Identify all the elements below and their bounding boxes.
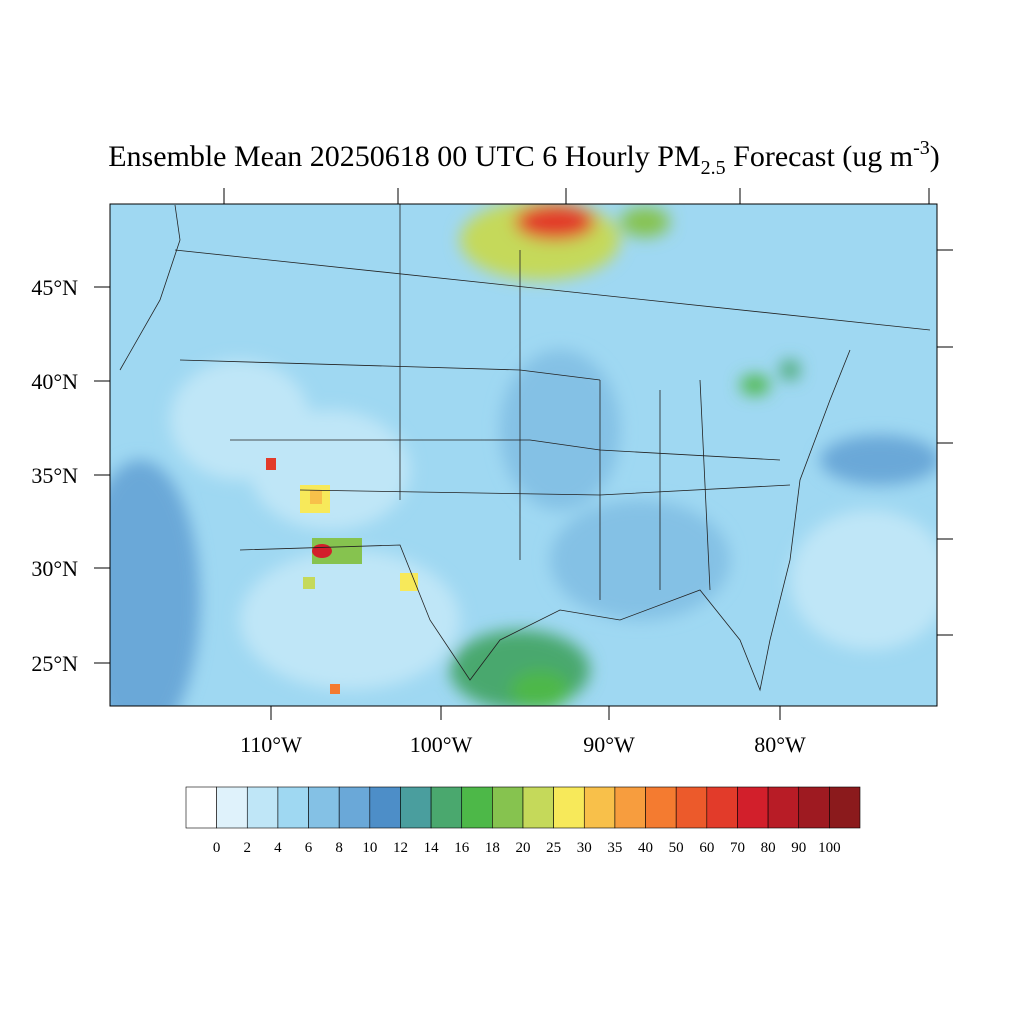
colorbar-box [645, 786, 677, 829]
title-middle: Forecast (ug m [726, 140, 913, 173]
colorbar-label: 2 [244, 840, 252, 856]
colorbar: 0 2 4 6 8 10 12 14 16 18 20 25 30 35 40 50 60 70 80 90 100 [185, 786, 861, 856]
lat-label: 45°N [31, 275, 78, 300]
colorbar-label: 18 [485, 840, 500, 856]
title: Ensemble Mean 20250618 00 UTC 6 Hourly P… [108, 137, 940, 179]
colorbar-label: 25 [546, 840, 561, 856]
colorbar-label: 70 [730, 840, 745, 856]
colorbar-box [798, 786, 830, 829]
colorbar-box [216, 786, 248, 829]
colorbar-box [737, 786, 769, 829]
colorbar-label: 6 [305, 840, 313, 856]
colorbar-label: 20 [516, 840, 531, 856]
colorbar-label: 16 [454, 840, 470, 856]
lat-label: 30°N [31, 556, 78, 581]
colorbar-box [185, 786, 217, 829]
map-field [110, 204, 937, 706]
colorbar-box [675, 786, 708, 829]
colorbar-label: 10 [362, 840, 377, 856]
lat-label: 40°N [31, 369, 78, 394]
lon-label: 90°W [583, 732, 635, 757]
lon-label: 80°W [754, 732, 806, 757]
colorbar-box [308, 786, 340, 829]
colorbar-box [430, 786, 463, 829]
colorbar-label: 100 [818, 840, 841, 856]
colorbar-label: 30 [577, 840, 592, 856]
lat-labels: 45°N 40°N 35°N 30°N 25°N [31, 275, 78, 676]
colorbar-box [369, 786, 401, 829]
lon-label: 110°W [240, 732, 302, 757]
colorbar-label: 40 [638, 840, 653, 856]
map [94, 188, 953, 720]
colorbar-box [522, 786, 554, 829]
colorbar-box [706, 786, 738, 829]
colorbar-box [277, 786, 309, 829]
colorbar-box [400, 786, 432, 829]
colorbar-label: 14 [424, 840, 440, 856]
colorbar-box [614, 786, 646, 829]
colorbar-label: 4 [274, 840, 282, 856]
colorbar-box [767, 786, 800, 829]
lat-label: 35°N [31, 463, 78, 488]
colorbar-label: 12 [393, 840, 408, 856]
lon-label: 100°W [410, 732, 473, 757]
colorbar-label: 90 [791, 840, 806, 856]
colorbar-box [553, 786, 585, 829]
colorbar-box [583, 786, 616, 829]
colorbar-box [829, 786, 861, 829]
lon-labels: 110°W 100°W 90°W 80°W [240, 732, 806, 757]
lat-label: 25°N [31, 651, 78, 676]
colorbar-box [338, 786, 371, 829]
title-subscript: 2.5 [701, 157, 726, 179]
colorbar-label: 8 [335, 840, 343, 856]
title-end: ) [930, 140, 940, 173]
colorbar-box [246, 786, 279, 829]
colorbar-label: 35 [607, 840, 622, 856]
title-main: Ensemble Mean 20250618 00 UTC 6 Hourly P… [108, 140, 700, 173]
colorbar-box [492, 786, 524, 829]
colorbar-label: 0 [213, 840, 221, 856]
colorbar-box [461, 786, 493, 829]
colorbar-label: 50 [669, 840, 684, 856]
colorbar-label: 80 [761, 840, 776, 856]
colorbar-label: 60 [699, 840, 714, 856]
title-superscript: -3 [913, 137, 930, 159]
